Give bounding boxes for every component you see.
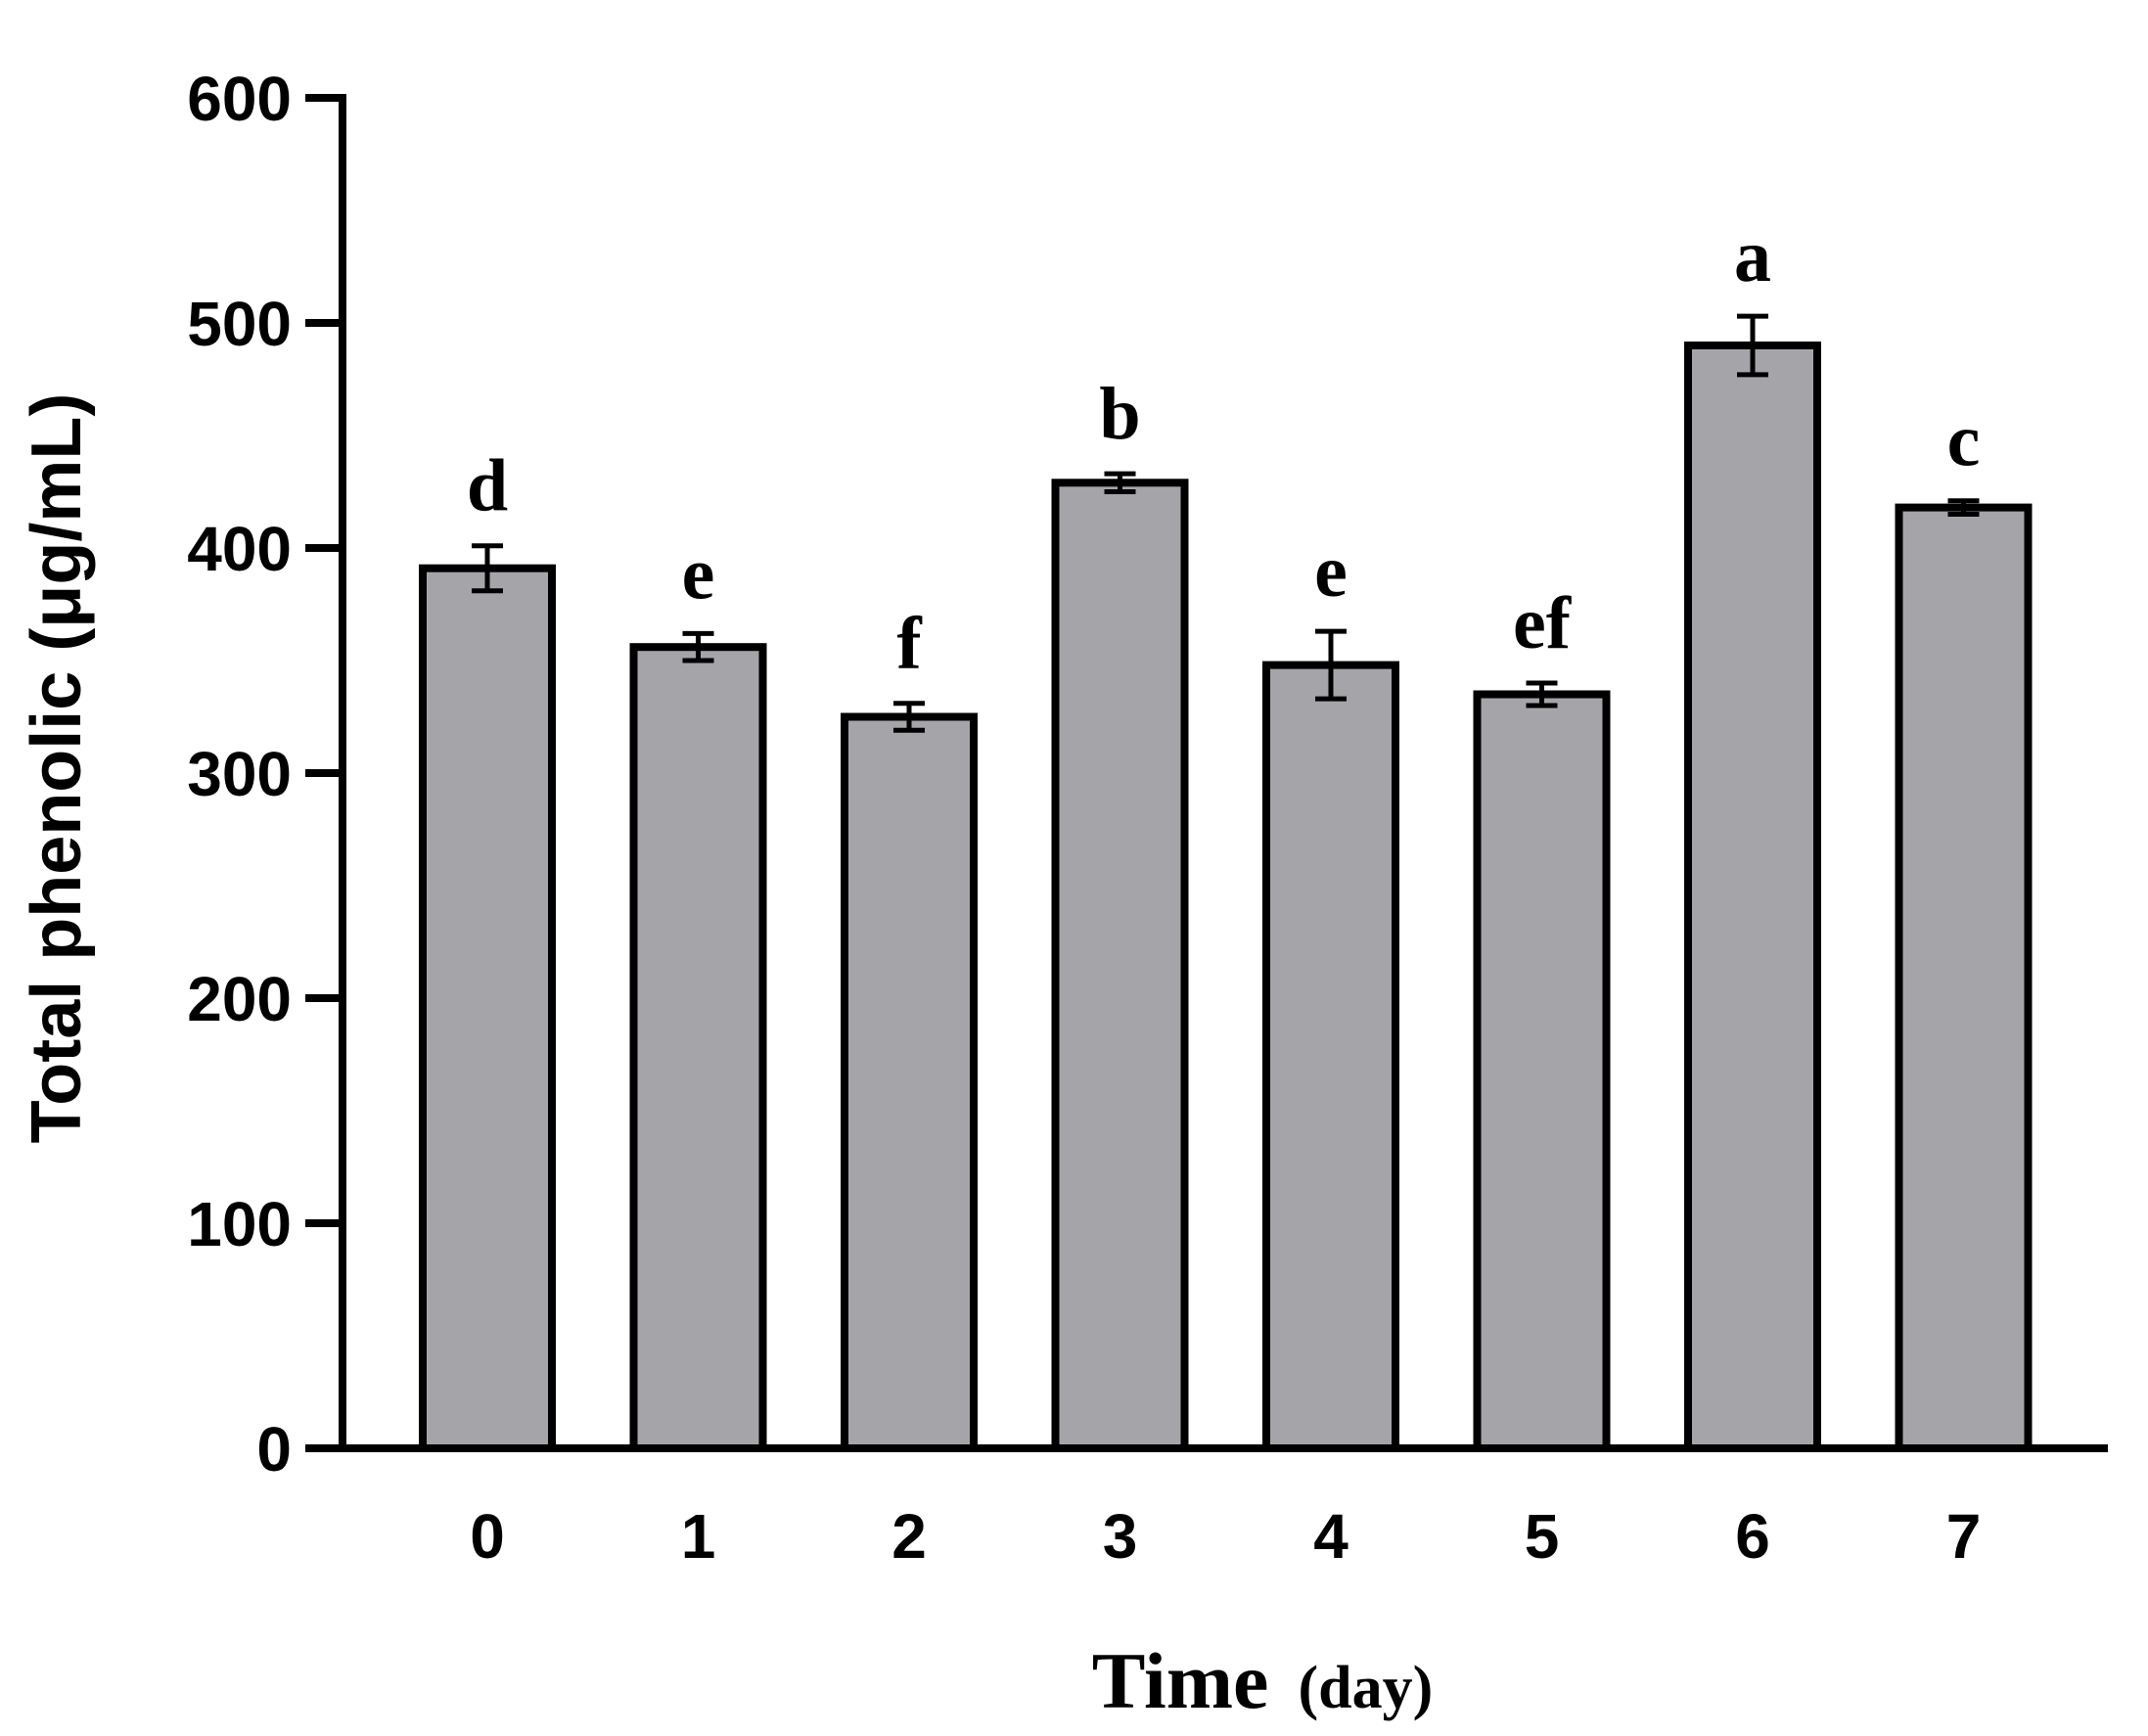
significance-letter: c bbox=[1947, 400, 1981, 482]
significance-letter: d bbox=[467, 445, 508, 527]
y-tick-label: 100 bbox=[187, 1189, 292, 1259]
x-tick-label: 4 bbox=[1313, 1501, 1348, 1572]
bar bbox=[1051, 479, 1189, 1452]
x-tick-label: 5 bbox=[1525, 1501, 1560, 1572]
bars-layer bbox=[419, 342, 2033, 1452]
y-tick-label: 400 bbox=[187, 514, 292, 584]
bar bbox=[1473, 690, 1611, 1452]
x-tick-label: 0 bbox=[470, 1501, 505, 1572]
x-ticks-layer: 0 1 2 3 4 5 6 7 bbox=[470, 1501, 1981, 1572]
y-tick-label: 0 bbox=[256, 1414, 292, 1485]
y-ticks-layer: 0 100 200 300 400 500 600 bbox=[187, 64, 343, 1485]
significance-letter: f bbox=[896, 603, 923, 685]
y-tick-label: 300 bbox=[187, 739, 292, 809]
bar bbox=[1895, 503, 2033, 1452]
x-tick-label: 3 bbox=[1103, 1501, 1138, 1572]
x-axis-title: Time (day) bbox=[1092, 1636, 1433, 1725]
x-axis-title-main: Time bbox=[1092, 1636, 1269, 1725]
bar bbox=[629, 643, 767, 1452]
significance-letter: a bbox=[1734, 215, 1771, 297]
x-tick-label: 7 bbox=[1946, 1501, 1982, 1572]
y-axis-title: Total phenolic (μg/mL) bbox=[18, 393, 96, 1144]
bar bbox=[419, 564, 556, 1452]
bar bbox=[1684, 342, 1821, 1452]
x-tick-label: 1 bbox=[681, 1501, 716, 1572]
x-axis-title-unit: (day) bbox=[1298, 1655, 1433, 1721]
axes-layer bbox=[339, 94, 2108, 1452]
significance-letter: b bbox=[1099, 373, 1140, 455]
y-tick-label: 600 bbox=[187, 64, 292, 134]
bar bbox=[841, 712, 978, 1452]
y-tick-label: 200 bbox=[187, 964, 292, 1034]
significance-letter: ef bbox=[1513, 582, 1573, 664]
error-bars-layer bbox=[472, 313, 1980, 733]
bar bbox=[1262, 661, 1399, 1452]
y-tick-label: 500 bbox=[187, 289, 292, 359]
significance-letter: e bbox=[682, 532, 715, 615]
x-tick-label: 6 bbox=[1735, 1501, 1770, 1572]
significance-letter: e bbox=[1314, 530, 1348, 613]
x-tick-label: 2 bbox=[891, 1501, 927, 1572]
